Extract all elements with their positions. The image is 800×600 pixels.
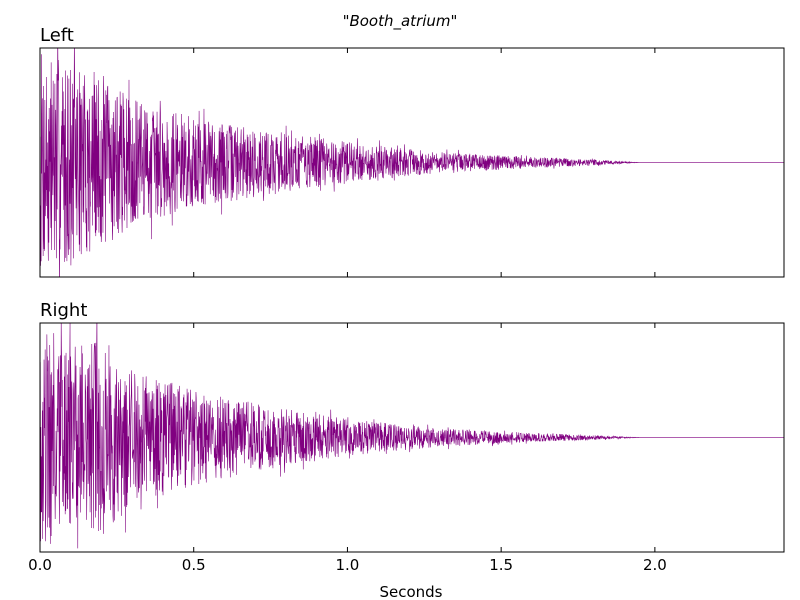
right-waveform-line bbox=[40, 323, 784, 549]
left-channel-plot bbox=[39, 47, 785, 278]
left-panel-title: Left bbox=[40, 25, 74, 46]
x-tick-label: 0.5 bbox=[182, 556, 206, 574]
x-tick-label: 1.0 bbox=[336, 556, 360, 574]
x-tick-label: 2.0 bbox=[643, 556, 667, 574]
left-axes-frame bbox=[39, 47, 785, 278]
x-tick-label: 1.5 bbox=[489, 556, 513, 574]
right-axes-frame bbox=[39, 322, 785, 553]
right-panel-title: Right bbox=[40, 300, 87, 321]
figure-title: "Booth_atrium" bbox=[343, 12, 458, 31]
x-axis-label: Seconds bbox=[379, 583, 442, 600]
right-channel-plot bbox=[39, 322, 785, 553]
x-tick-label: 0.0 bbox=[28, 556, 52, 574]
x-tick-labels: 0.0 0.5 1.0 1.5 2.0 bbox=[28, 556, 667, 574]
left-waveform-line bbox=[40, 48, 784, 277]
